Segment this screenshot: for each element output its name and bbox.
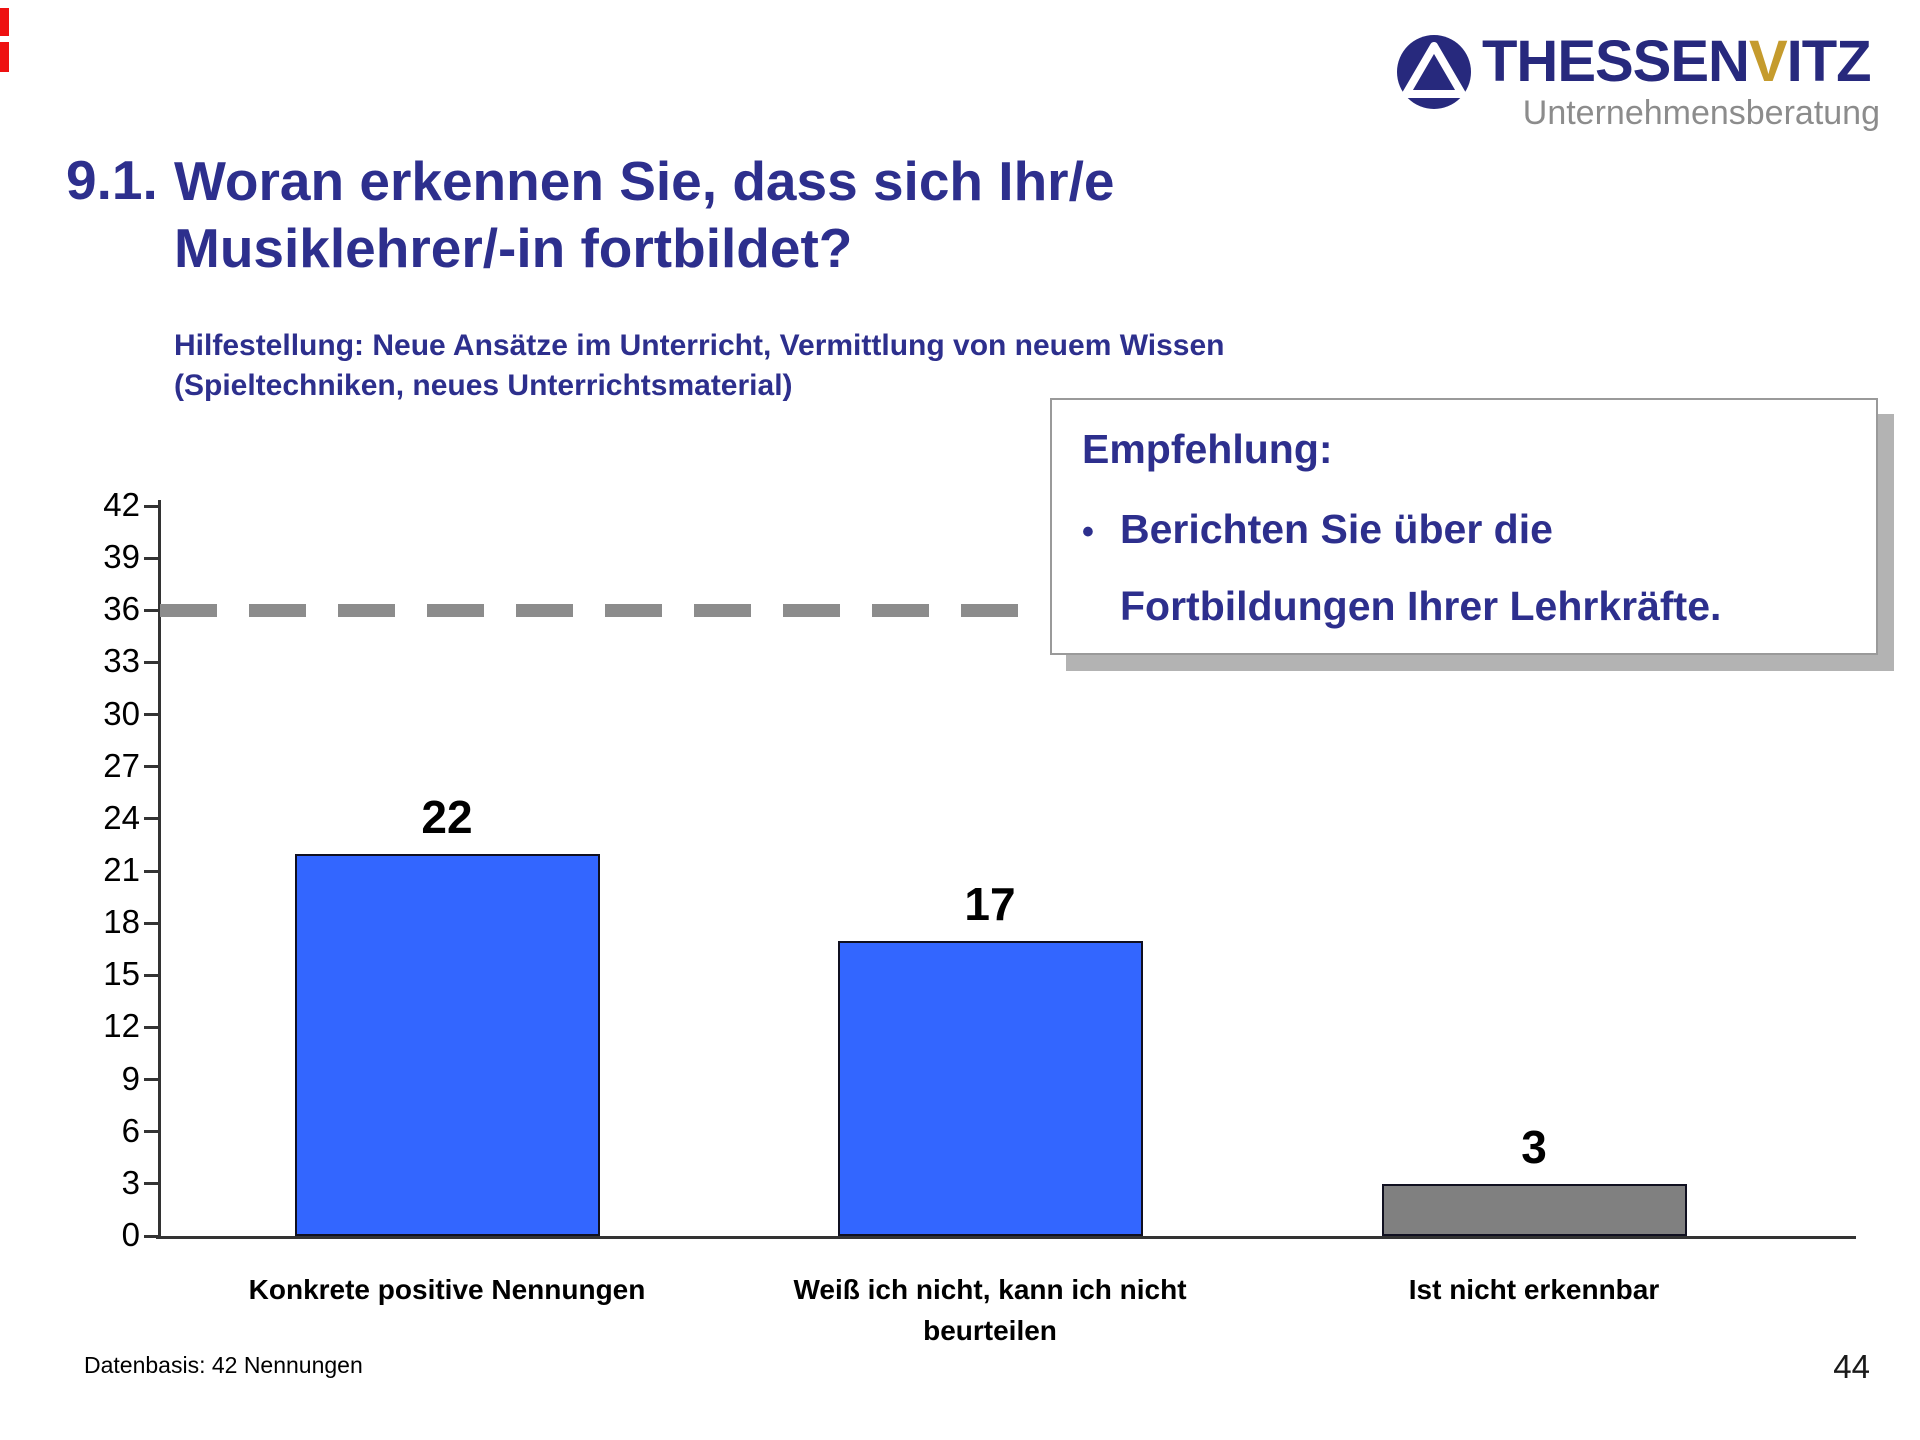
- logo-subtitle: Unternehmensberatung: [1522, 94, 1880, 132]
- page-number: 44: [1833, 1348, 1870, 1385]
- y-axis-tick: [144, 608, 159, 612]
- x-axis-category-label: Ist nicht erkennbar: [1274, 1270, 1794, 1311]
- y-axis-tick: [144, 921, 159, 925]
- y-axis-tick: [144, 713, 159, 717]
- y-axis-tick: [144, 1130, 159, 1134]
- bar-1: [294, 853, 600, 1236]
- x-axis-line: [156, 1236, 1856, 1239]
- data-basis-note: Datenbasis: 42 Nennungen: [84, 1352, 363, 1378]
- logo-text-part3: ITZ: [1786, 29, 1872, 94]
- logo-wordmark: THESSENVITZ: [1482, 28, 1872, 95]
- y-axis-tick: [144, 765, 159, 769]
- y-axis-tick: [144, 660, 159, 664]
- y-axis-tick-label: 6: [121, 1111, 140, 1149]
- bar-2: [837, 940, 1143, 1236]
- y-axis-tick: [144, 817, 159, 821]
- company-logo: THESSENVITZ Unternehmensberatung: [1396, 28, 1886, 140]
- title-line1: Woran erkennen Sie, dass sich Ihr/e: [174, 150, 1115, 212]
- y-axis-tick: [144, 504, 159, 508]
- logo-text-part1: THESSEN: [1482, 29, 1750, 94]
- y-axis-tick-label: 27: [103, 746, 140, 784]
- bar-3: [1381, 1183, 1687, 1236]
- x-axis-category-label: Konkrete positive Nennungen: [187, 1270, 707, 1311]
- title-text: Woran erkennen Sie, dass sich Ihr/e Musi…: [174, 148, 1114, 282]
- bar-value-label: 17: [964, 877, 1016, 930]
- y-axis-tick: [144, 973, 159, 977]
- red-edge-mark: [0, 42, 9, 72]
- y-axis-tick-label: 21: [103, 851, 140, 888]
- title-subtitle: Hilfestellung: Neue Ansätze im Unterrich…: [174, 326, 1224, 406]
- y-axis-tick-label: 42: [103, 486, 140, 523]
- bullet-icon: •: [1082, 512, 1094, 551]
- y-axis-tick-label: 12: [103, 1007, 140, 1045]
- reference-dashed-line: [160, 604, 1110, 618]
- y-axis-tick-label: 9: [121, 1059, 140, 1097]
- y-axis-tick-label: 24: [103, 798, 140, 836]
- triangle-circle-icon: [1396, 34, 1472, 115]
- bar-value-label: 22: [421, 790, 473, 843]
- red-edge-mark: [0, 8, 9, 36]
- category-label-line: Konkrete positive Nennungen: [248, 1274, 646, 1305]
- page-title: 9.1. Woran erkennen Sie, dass sich Ihr/e…: [66, 148, 1366, 282]
- y-axis-tick-label: 3: [121, 1163, 140, 1201]
- y-axis-tick: [144, 1078, 159, 1082]
- category-label-line: Ist nicht erkennbar: [1408, 1274, 1660, 1305]
- y-axis-tick: [144, 1234, 159, 1238]
- y-axis-tick: [144, 1025, 159, 1029]
- subtitle-line2: (Spieltechniken, neues Unterrichtsmateri…: [174, 368, 793, 402]
- title-line2: Musiklehrer/-in fortbildet?: [174, 217, 853, 280]
- y-axis-tick-label: 30: [103, 694, 140, 732]
- category-label-line: Weiß ich nicht, kann ich nicht: [793, 1274, 1187, 1305]
- y-axis-tick-label: 0: [121, 1216, 140, 1253]
- y-axis-tick-label: 36: [103, 590, 140, 628]
- y-axis-tick-label: 39: [103, 538, 140, 576]
- y-axis-line: [158, 500, 161, 1238]
- y-axis-tick: [144, 869, 159, 873]
- y-axis-tick-label: 15: [103, 955, 140, 993]
- y-axis-tick: [144, 1182, 159, 1186]
- x-axis-category-label: Weiß ich nicht, kann ich nicht beurteilen: [730, 1270, 1250, 1351]
- y-axis-tick-label: 33: [103, 642, 140, 680]
- bar-value-label: 3: [1521, 1120, 1547, 1173]
- y-axis-tick: [144, 556, 159, 560]
- recommendation-box: Empfehlung: • Berichten Sie über die Fort…: [1050, 398, 1878, 655]
- recommendation-heading: Empfehlung:: [1082, 426, 1333, 472]
- logo-text-part2: V: [1748, 29, 1788, 94]
- recommendation-bullet-line1: • Berichten Sie über die: [1082, 506, 1553, 553]
- category-label-line: beurteilen: [923, 1314, 1057, 1346]
- y-axis-tick-label: 18: [103, 903, 140, 941]
- subtitle-line1: Hilfestellung: Neue Ansätze im Unterrich…: [174, 329, 1225, 362]
- recommendation-text-line1: Berichten Sie über die: [1120, 506, 1553, 552]
- recommendation-text-line2: Fortbildungen Ihrer Lehrkräfte.: [1120, 583, 1722, 629]
- title-number: 9.1.: [66, 149, 158, 211]
